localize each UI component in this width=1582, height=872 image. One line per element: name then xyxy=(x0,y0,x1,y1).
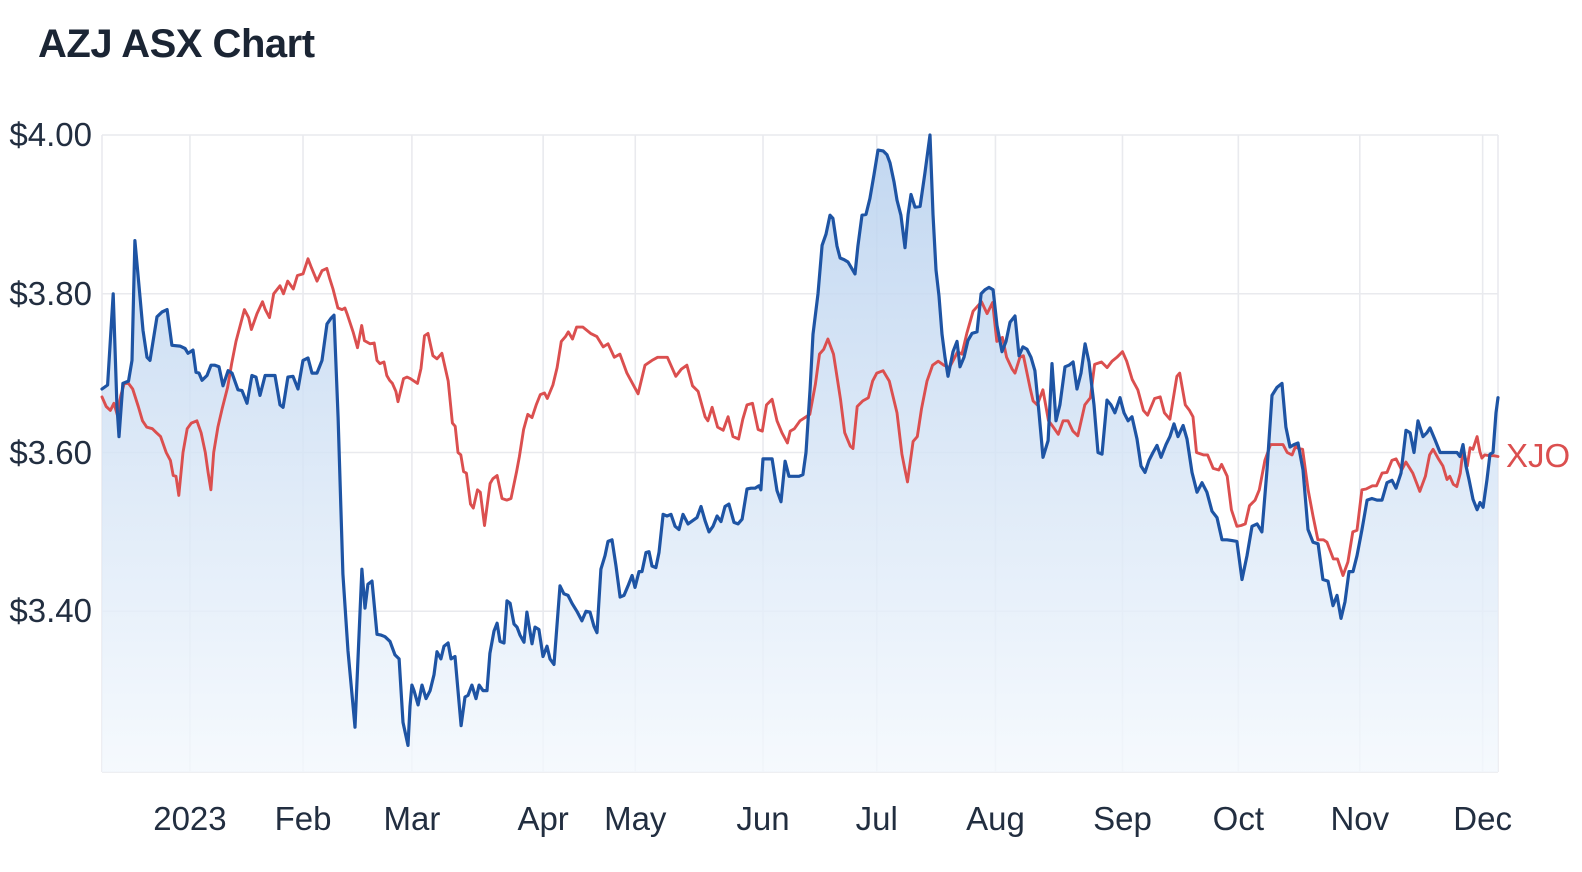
y-axis-label: $3.60 xyxy=(9,433,92,471)
x-axis-label: Jun xyxy=(736,800,790,837)
x-axis-label: Nov xyxy=(1330,800,1390,837)
x-axis-label: Dec xyxy=(1453,800,1512,837)
x-axis-label: Apr xyxy=(517,800,569,837)
y-axis-label: $3.40 xyxy=(9,592,92,630)
x-axis-label: Oct xyxy=(1212,800,1265,837)
x-axis-label: Aug xyxy=(966,800,1025,837)
chart-title: AZJ ASX Chart xyxy=(38,22,315,66)
y-axis-label: $3.80 xyxy=(9,274,92,312)
x-axis-label: Feb xyxy=(274,800,332,837)
xjo-series-line xyxy=(100,257,1500,577)
x-axis-label: May xyxy=(604,800,667,837)
y-axis-label: $4.00 xyxy=(9,116,92,153)
azj-series-line xyxy=(100,133,1500,747)
azj-area-fill xyxy=(102,135,1498,772)
x-axis-label: Sep xyxy=(1093,800,1152,837)
x-axis-label: Mar xyxy=(383,800,441,837)
x-axis-label: Jul xyxy=(855,800,898,837)
x-axis-label: 2023 xyxy=(153,800,227,837)
xjo-series-label: XJO xyxy=(1506,437,1571,475)
